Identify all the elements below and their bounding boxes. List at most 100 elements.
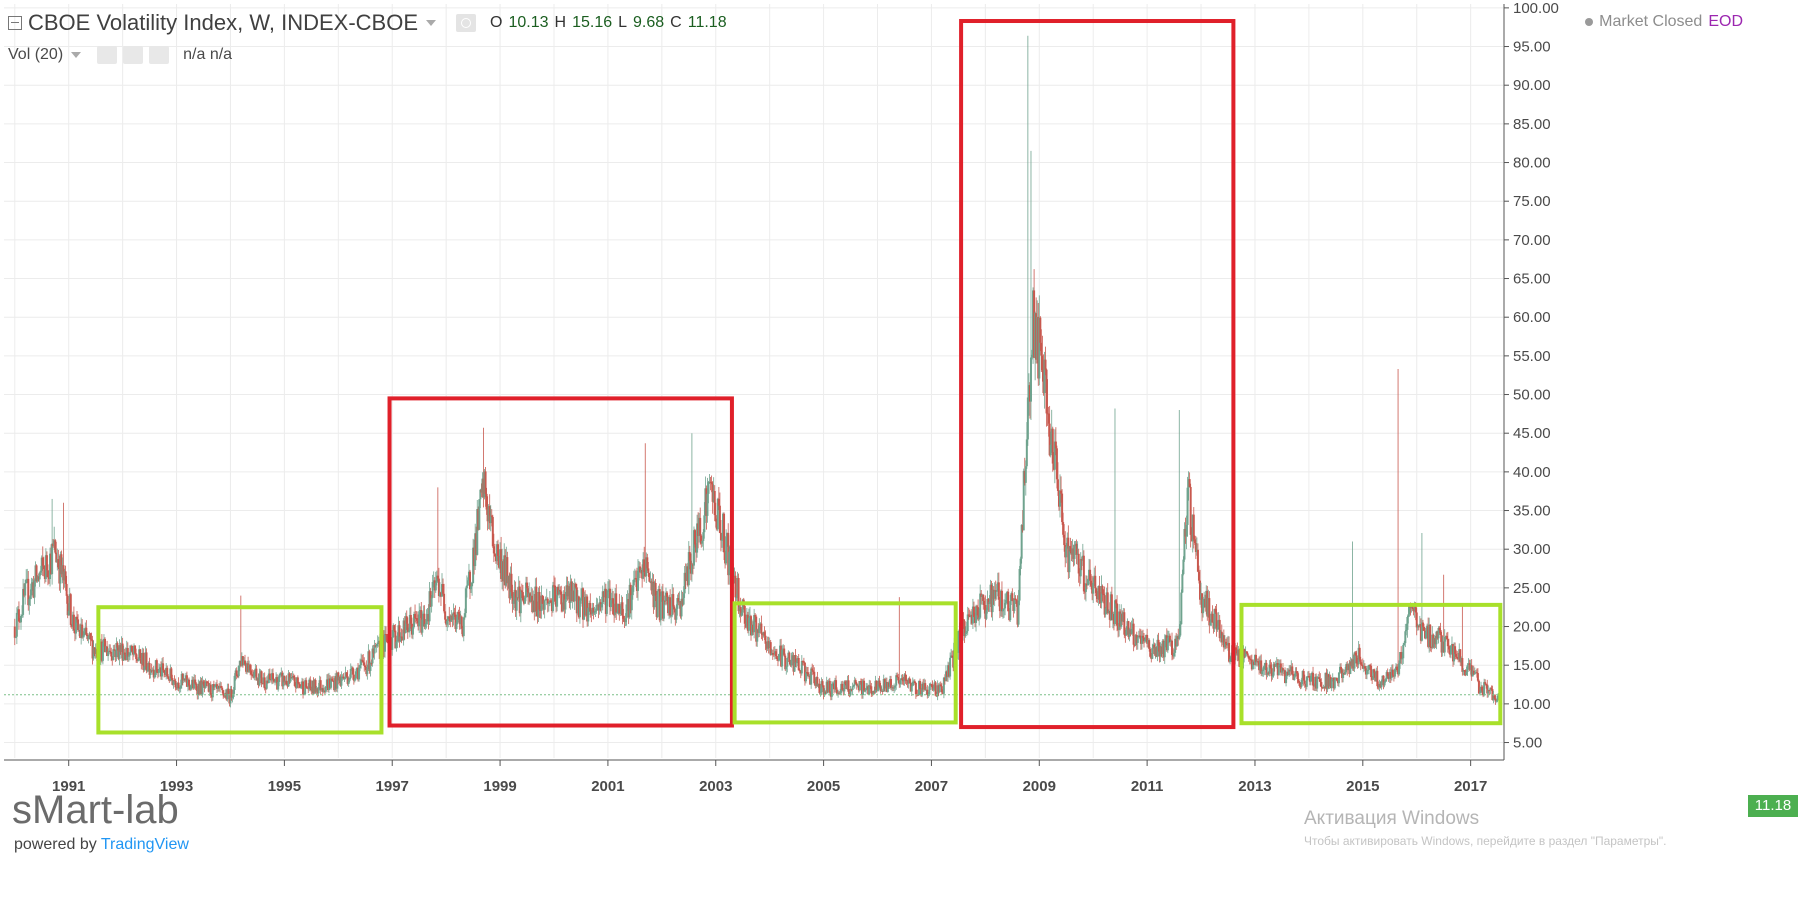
crisis-period-box[interactable] (387, 396, 734, 728)
candle-body (750, 616, 753, 636)
y-tick-label: 25.00 (1513, 580, 1551, 597)
candle-body (685, 566, 688, 581)
candle-body (1297, 679, 1300, 683)
candle-body (939, 684, 942, 687)
candle-body (1454, 646, 1457, 654)
candle-body (1274, 663, 1277, 667)
candle-body (1438, 627, 1441, 631)
candle-body (301, 681, 304, 687)
candle-body (336, 672, 339, 689)
candle-body (1275, 662, 1278, 664)
candle-body (255, 668, 258, 681)
candle-body (1289, 669, 1292, 672)
gear-icon[interactable] (123, 46, 144, 64)
candle-body (401, 636, 404, 641)
candle-body (1229, 659, 1232, 662)
candle-body (185, 675, 188, 687)
candle-body (928, 686, 931, 695)
candle-body (895, 675, 898, 686)
candle-body (795, 661, 798, 664)
candle-body (903, 674, 906, 682)
collapse-icon[interactable] (8, 16, 22, 30)
candle-body (1483, 682, 1486, 696)
candle-body (232, 690, 235, 697)
candle-body (1459, 649, 1462, 663)
candle-body (1388, 672, 1391, 680)
tradingview-link[interactable]: TradingView (100, 836, 189, 853)
candle-body (1017, 600, 1020, 625)
candle-body (250, 670, 253, 675)
candle-body (1064, 545, 1067, 558)
candle-body (1278, 663, 1281, 666)
candle-body (93, 647, 96, 654)
candle-body (692, 530, 695, 566)
candle-body (972, 606, 975, 617)
candle-body (362, 660, 365, 663)
candle-body (1291, 666, 1294, 675)
candle-body (186, 679, 189, 687)
price-axis[interactable]: 5.00 10.00 15.00 20.00 25.00 30.00 35.00 40.00 4… (1503, 0, 1559, 760)
candle-body (403, 620, 406, 633)
candle-body (842, 689, 845, 692)
candle-body (13, 626, 16, 638)
candle-body (1189, 486, 1192, 535)
candle-body (245, 663, 248, 672)
candle-body (1480, 686, 1483, 693)
candle-body (535, 586, 538, 612)
candle-body (1022, 470, 1025, 531)
candle-body (923, 683, 926, 690)
candle-body (195, 683, 198, 690)
candle-body (621, 602, 624, 616)
candle-body (1006, 591, 1009, 600)
candle-body (576, 596, 579, 614)
candle-body (835, 680, 838, 690)
candle-body (905, 679, 908, 681)
candle-body (1362, 666, 1365, 669)
time-axis[interactable]: 1991 1993 1995 1997 1999 2001 2003 2005 2007 2009… (4, 759, 1504, 795)
candle-body (382, 635, 385, 652)
candle-body (1082, 555, 1085, 592)
candle-body (697, 523, 700, 537)
candle-body (1220, 631, 1223, 643)
candle-body (143, 666, 146, 670)
candle-body (1406, 617, 1409, 630)
candle-body (1181, 574, 1184, 593)
candle-body (1104, 608, 1107, 615)
candle-body (783, 648, 786, 656)
candle-body (1397, 669, 1400, 675)
candle-body (408, 614, 411, 632)
candle-body (910, 685, 913, 692)
candle-body (925, 689, 928, 691)
candle-body (14, 636, 17, 638)
candle-body (292, 675, 295, 678)
volume-label[interactable]: Vol (20) (8, 46, 64, 63)
close-icon[interactable] (149, 46, 170, 64)
candle-body (765, 643, 768, 649)
candle-body (43, 569, 46, 580)
calm-period-box[interactable] (96, 605, 384, 735)
calm-period-box[interactable] (732, 601, 958, 725)
candle-body (357, 667, 360, 680)
candle-body (885, 681, 888, 692)
symbol-title[interactable]: CBOE Volatility Index, W, INDEX-CBOE (28, 10, 419, 35)
candle-body (760, 623, 763, 634)
candle-body (102, 638, 105, 643)
candle-body (524, 582, 527, 598)
candle-body (259, 671, 262, 674)
crisis-period-box[interactable] (959, 19, 1236, 730)
eye-icon[interactable] (456, 14, 477, 32)
eye-icon[interactable] (97, 46, 118, 64)
candle-body (591, 607, 594, 615)
candle-body (737, 577, 740, 612)
chevron-down-icon[interactable] (426, 20, 437, 26)
candle-body (320, 688, 323, 691)
candle-body (1116, 603, 1119, 626)
candle-body (914, 682, 917, 695)
candle-body (1377, 686, 1380, 688)
candle-body (852, 684, 855, 687)
candle-body (510, 573, 513, 593)
candle-body (273, 679, 276, 682)
chevron-down-icon[interactable] (71, 52, 82, 58)
calm-period-box[interactable] (1239, 602, 1503, 726)
